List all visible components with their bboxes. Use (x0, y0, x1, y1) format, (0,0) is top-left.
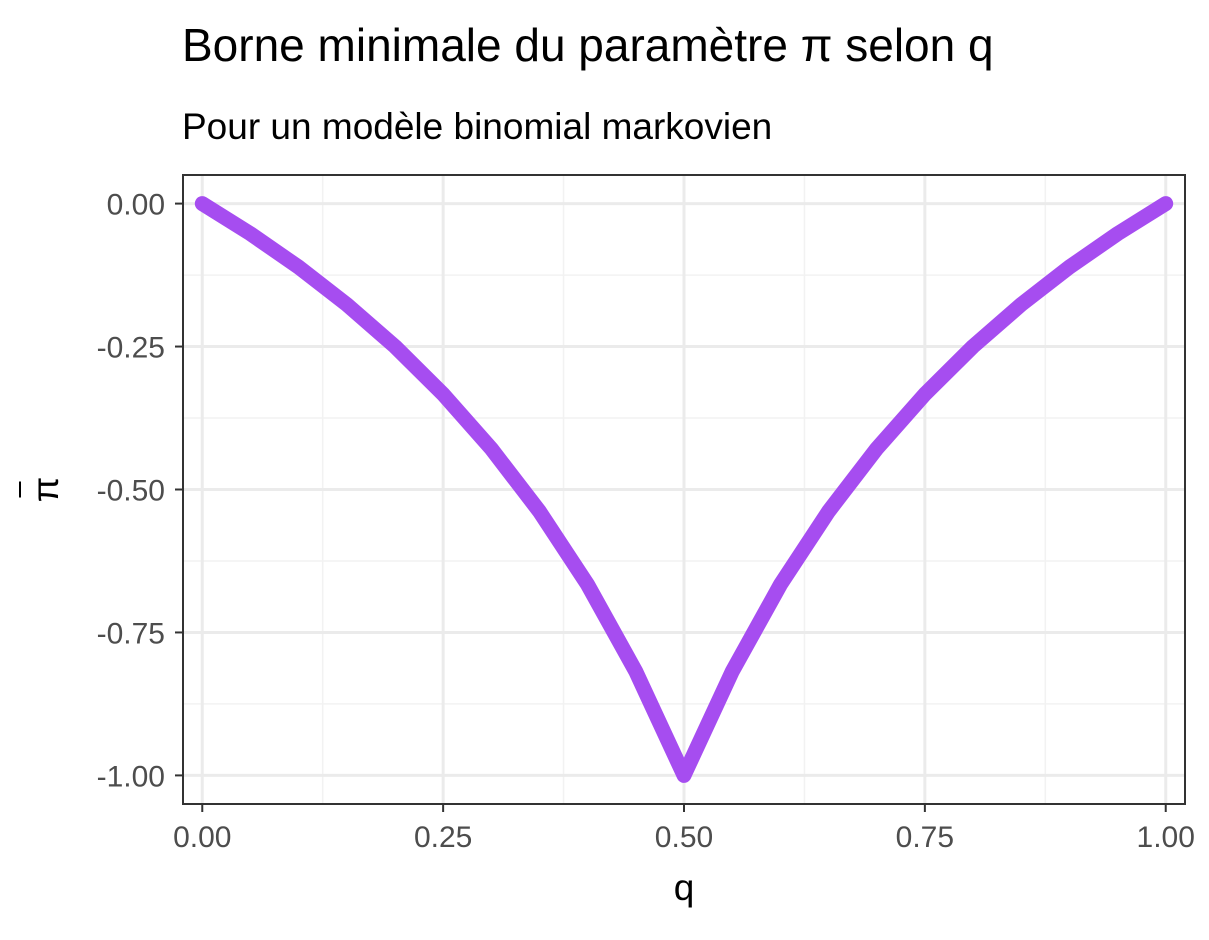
x-tick-label: 0.75 (896, 821, 954, 854)
y-tick-label: -0.25 (97, 332, 165, 365)
chart-subtitle: Pour un modèle binomial markovien (182, 106, 773, 147)
major-gridlines (183, 175, 1185, 804)
x-tick-label: 0.50 (655, 821, 713, 854)
data-series (194, 196, 1174, 783)
y-tick-label: -1.00 (97, 760, 165, 793)
y-axis-title: π (25, 477, 66, 503)
y-tick-label: 0.00 (107, 189, 165, 222)
chart-title: Borne minimale du paramètre π selon q (182, 19, 994, 71)
x-tick-label: 0.00 (173, 821, 231, 854)
y-tick-label: -0.50 (97, 475, 165, 508)
y-axis-ticks: 0.00 -0.25 -0.50 -0.75 -1.00 (97, 189, 183, 793)
x-tick-label: 0.25 (414, 821, 472, 854)
x-axis-title: q (674, 867, 695, 908)
y-tick-label: -0.75 (97, 617, 165, 650)
y-axis-title-group: π (19, 477, 66, 503)
x-axis-ticks: 0.00 0.25 0.50 0.75 1.00 (173, 804, 1195, 854)
series-line (194, 196, 1174, 783)
x-tick-label: 1.00 (1137, 821, 1195, 854)
